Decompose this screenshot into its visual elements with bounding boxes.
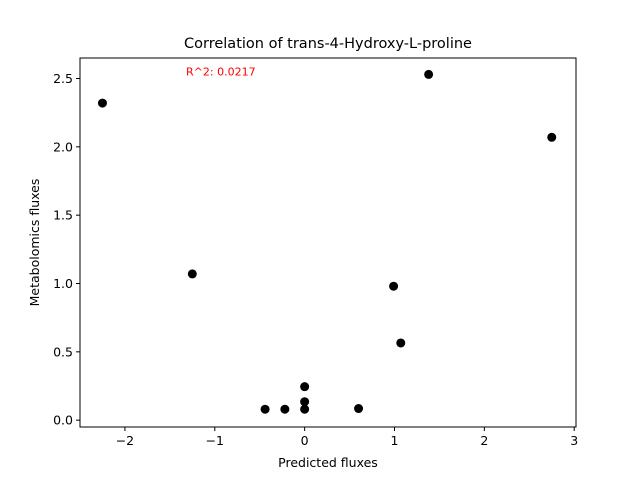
- x-axis: −2 −1 0 1 2 3: [116, 427, 578, 448]
- x-tick-label: 3: [570, 433, 578, 448]
- data-point-8: [389, 281, 399, 291]
- r-squared-annotation: R^2: 0.0217: [186, 66, 256, 79]
- data-point-5: [300, 397, 310, 407]
- data-point-9: [396, 338, 406, 348]
- plot-area: [79, 57, 577, 428]
- y-axis-label: Metabolomics fluxes: [27, 179, 42, 307]
- x-tick-label: 2: [480, 433, 488, 448]
- data-point-7: [354, 404, 364, 414]
- data-point-6: [300, 404, 310, 414]
- x-tick-label: −1: [206, 433, 224, 448]
- x-tick-label: 0: [301, 433, 309, 448]
- data-point-10: [424, 69, 434, 79]
- x-axis-label: Predicted fluxes: [278, 455, 378, 470]
- data-point-1: [187, 269, 197, 279]
- chart-title: Correlation of trans-4-Hydroxy-L-proline: [184, 36, 472, 52]
- y-tick-label: 2.0: [53, 139, 73, 154]
- y-axis: 0.0 0.5 1.0 1.5 2.0 2.5: [53, 71, 80, 428]
- data-points: [97, 69, 557, 414]
- y-tick-label: 0.5: [53, 344, 73, 359]
- data-point-11: [547, 132, 557, 142]
- data-point-4: [300, 382, 310, 392]
- y-tick-label: 0.0: [53, 413, 73, 428]
- data-point-3: [280, 404, 290, 414]
- y-tick-label: 1.0: [53, 276, 73, 291]
- data-point-0: [97, 98, 107, 108]
- data-point-2: [260, 404, 270, 414]
- y-tick-label: 2.5: [53, 71, 73, 86]
- x-tick-label: −2: [116, 433, 134, 448]
- plot-frame: [79, 57, 577, 428]
- y-tick-label: 1.5: [53, 208, 73, 223]
- x-tick-label: 1: [391, 433, 399, 448]
